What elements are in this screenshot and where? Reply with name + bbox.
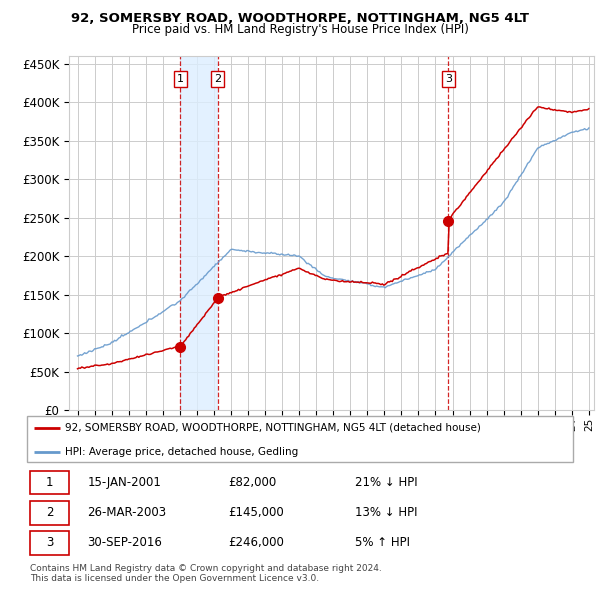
Text: HPI: Average price, detached house, Gedling: HPI: Average price, detached house, Gedl… [65,447,299,457]
Text: 5% ↑ HPI: 5% ↑ HPI [355,536,410,549]
Text: 2: 2 [46,506,53,519]
Text: 3: 3 [46,536,53,549]
Text: 30-SEP-2016: 30-SEP-2016 [88,536,163,549]
Text: 2: 2 [214,74,221,84]
FancyBboxPatch shape [29,531,69,555]
Text: 92, SOMERSBY ROAD, WOODTHORPE, NOTTINGHAM, NG5 4LT (detached house): 92, SOMERSBY ROAD, WOODTHORPE, NOTTINGHA… [65,423,481,433]
Text: 1: 1 [177,74,184,84]
Text: £145,000: £145,000 [228,506,284,519]
Text: 13% ↓ HPI: 13% ↓ HPI [355,506,418,519]
FancyBboxPatch shape [29,471,69,494]
FancyBboxPatch shape [29,501,69,525]
Text: 26-MAR-2003: 26-MAR-2003 [88,506,167,519]
Text: £246,000: £246,000 [228,536,284,549]
Text: 92, SOMERSBY ROAD, WOODTHORPE, NOTTINGHAM, NG5 4LT: 92, SOMERSBY ROAD, WOODTHORPE, NOTTINGHA… [71,12,529,25]
Text: 15-JAN-2001: 15-JAN-2001 [88,476,161,489]
Text: 1: 1 [46,476,53,489]
Bar [181,56,218,410]
Text: £82,000: £82,000 [228,476,277,489]
Text: 21% ↓ HPI: 21% ↓ HPI [355,476,418,489]
FancyBboxPatch shape [27,416,573,462]
Text: 3: 3 [445,74,452,84]
Text: Price paid vs. HM Land Registry's House Price Index (HPI): Price paid vs. HM Land Registry's House … [131,23,469,36]
Text: Contains HM Land Registry data © Crown copyright and database right 2024.
This d: Contains HM Land Registry data © Crown c… [30,564,382,583]
